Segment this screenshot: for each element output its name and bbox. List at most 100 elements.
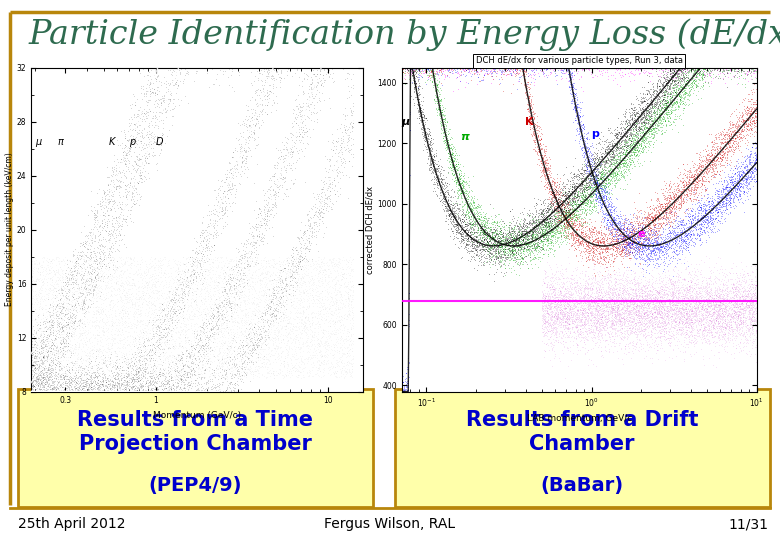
- Point: [626, 278, 638, 286]
- Point: [443, 64, 456, 73]
- Point: [623, 140, 636, 149]
- Point: [742, 187, 754, 195]
- Point: [629, 292, 642, 300]
- Point: [404, 63, 417, 72]
- Point: [272, 313, 285, 322]
- Point: [537, 244, 549, 252]
- Point: [680, 300, 693, 308]
- Point: [678, 244, 690, 252]
- Point: [60, 410, 73, 418]
- Point: [672, 63, 684, 72]
- Point: [554, 63, 566, 72]
- Point: [139, 273, 151, 282]
- Point: [609, 242, 622, 251]
- Point: [515, 63, 527, 72]
- Point: [617, 117, 629, 125]
- Point: [533, 146, 545, 155]
- Point: [683, 90, 696, 99]
- Point: [44, 274, 56, 282]
- Point: [636, 106, 649, 115]
- Point: [590, 301, 603, 310]
- Point: [186, 399, 199, 407]
- Point: [464, 63, 477, 72]
- Point: [654, 295, 666, 304]
- Point: [566, 219, 578, 227]
- Point: [531, 63, 544, 72]
- Point: [607, 160, 619, 168]
- Point: [165, 314, 177, 322]
- Point: [446, 63, 459, 72]
- Point: [560, 206, 573, 215]
- Point: [110, 370, 122, 379]
- Point: [566, 206, 579, 215]
- Point: [48, 341, 61, 350]
- Point: [672, 114, 685, 123]
- Point: [631, 275, 644, 284]
- Point: [690, 63, 702, 72]
- Point: [66, 293, 79, 302]
- Point: [331, 318, 343, 327]
- Point: [523, 64, 536, 73]
- Point: [239, 155, 252, 164]
- Point: [558, 203, 570, 212]
- Point: [328, 38, 341, 47]
- Point: [104, 400, 116, 409]
- Point: [402, 310, 415, 319]
- Point: [740, 116, 753, 125]
- Point: [699, 64, 711, 73]
- Point: [621, 286, 633, 295]
- Point: [172, 63, 184, 72]
- Point: [680, 191, 693, 199]
- Point: [91, 248, 104, 256]
- Point: [278, 3, 290, 12]
- Point: [43, 364, 55, 373]
- Point: [572, 117, 584, 126]
- Point: [399, 63, 411, 72]
- Point: [267, 0, 279, 4]
- Point: [238, 356, 250, 365]
- Point: [480, 215, 493, 224]
- Point: [476, 233, 488, 241]
- Point: [108, 199, 120, 208]
- Point: [587, 191, 599, 199]
- Point: [651, 106, 663, 115]
- Point: [286, 273, 299, 281]
- Point: [312, 44, 324, 53]
- Point: [534, 136, 546, 145]
- Point: [624, 143, 636, 151]
- Point: [679, 63, 691, 72]
- Point: [734, 63, 746, 72]
- Point: [103, 235, 115, 244]
- Point: [732, 127, 744, 136]
- Point: [37, 353, 50, 362]
- Point: [593, 134, 605, 143]
- Point: [600, 192, 612, 201]
- Point: [623, 250, 636, 259]
- Point: [668, 76, 681, 84]
- Point: [425, 63, 438, 72]
- Point: [704, 327, 717, 335]
- Point: [295, 264, 307, 273]
- Point: [576, 63, 588, 72]
- Point: [281, 285, 293, 294]
- Point: [633, 310, 645, 319]
- Point: [94, 307, 107, 315]
- Point: [229, 369, 241, 378]
- Point: [101, 404, 113, 413]
- Point: [166, 326, 179, 334]
- Point: [226, 359, 239, 368]
- Point: [76, 416, 88, 424]
- Point: [426, 63, 438, 72]
- Point: [611, 230, 623, 238]
- Point: [458, 63, 470, 72]
- Point: [51, 377, 64, 386]
- Point: [653, 253, 665, 262]
- Point: [442, 207, 455, 215]
- Point: [572, 188, 584, 197]
- Point: [314, 347, 327, 355]
- Point: [633, 222, 645, 231]
- Point: [659, 77, 672, 85]
- Point: [645, 230, 658, 239]
- Point: [220, 351, 232, 360]
- Point: [424, 63, 437, 72]
